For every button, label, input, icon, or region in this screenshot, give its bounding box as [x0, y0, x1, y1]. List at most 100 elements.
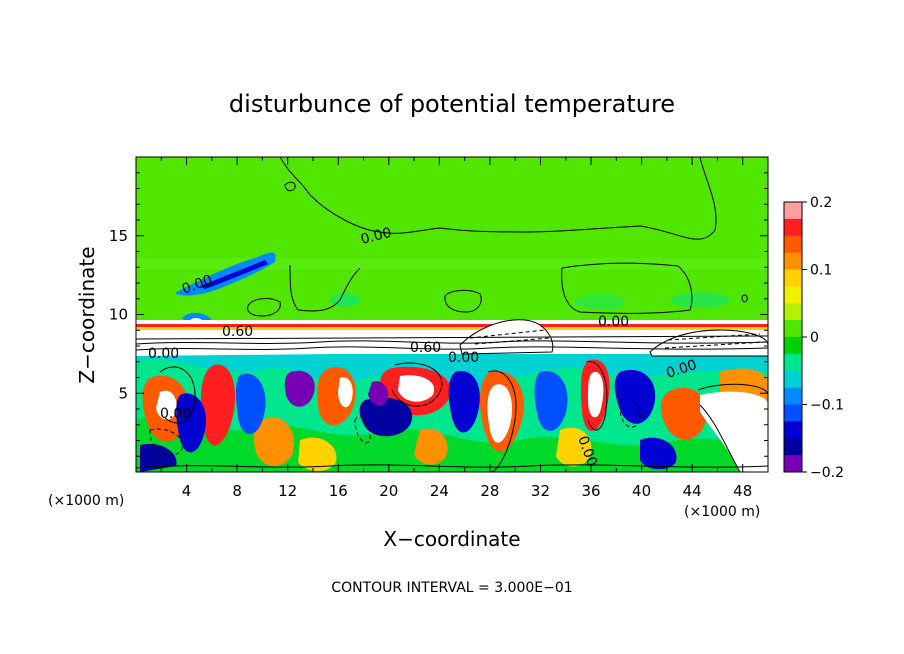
contour-line	[444, 289, 482, 313]
colorbar-tick-label: 0.1	[810, 263, 832, 279]
cold-plume	[284, 370, 315, 407]
contour-label: 0.00	[359, 225, 393, 248]
colorbar-swatch	[784, 218, 802, 237]
x-tick-label: 44	[683, 482, 702, 500]
cloud-top	[136, 335, 340, 356]
contour-line	[279, 157, 717, 240]
cold-plume	[368, 381, 389, 406]
contour-line	[561, 262, 693, 314]
y-tick-label: 5	[118, 384, 128, 402]
colorbar-swatch	[784, 455, 802, 473]
cyan-patch	[330, 293, 360, 307]
warm-core	[398, 375, 435, 402]
colorbar-swatch	[784, 303, 802, 321]
upper-band	[136, 258, 768, 270]
contour-line-dashed	[149, 428, 183, 456]
warm-core	[700, 391, 768, 472]
contour-line	[699, 404, 741, 472]
warm-core	[338, 377, 353, 408]
colorbar-swatch	[784, 438, 802, 456]
y-tick-label: 15	[109, 227, 128, 245]
cold-plume	[614, 369, 656, 424]
cyan-patch	[575, 294, 625, 310]
y-axis-label: Z−coordinate	[75, 246, 99, 383]
contour-line	[289, 264, 361, 312]
cold-plume	[176, 393, 206, 453]
contour-line	[487, 370, 517, 472]
x-tick-label: 8	[232, 482, 242, 500]
contour-line	[136, 335, 768, 340]
cold-plume	[640, 437, 677, 470]
x-tick-label: 28	[480, 482, 499, 500]
warm-plume	[200, 364, 236, 446]
contour-label: 0.60	[222, 324, 253, 340]
warm-plume	[254, 417, 294, 466]
warm-plume	[298, 437, 337, 471]
colorbar-tick-label: 0	[810, 330, 819, 346]
colorbar-swatch	[784, 387, 802, 405]
contour-line	[159, 366, 196, 424]
x-tick-label: 16	[329, 482, 348, 500]
contour-label: 0.00	[448, 350, 479, 366]
x-tick-label: 40	[632, 482, 651, 500]
x-tick-label: 4	[182, 482, 192, 500]
contour-interval-note: CONTOUR INTERVAL = 3.000E−01	[331, 580, 572, 596]
x-tick-label: 12	[278, 482, 297, 500]
cold-plume	[236, 373, 266, 435]
colorbar-tick-label: 0.2	[810, 195, 832, 211]
green-band	[136, 416, 768, 472]
x-tick-label: 20	[379, 482, 398, 500]
contour-line-dashed	[667, 333, 761, 341]
contour-line	[136, 340, 768, 345]
chart-title: disturbunce of potential temperature	[229, 90, 675, 118]
x-unit-left: (×1000 m)	[48, 493, 124, 509]
x-unit-right: (×1000 m)	[684, 504, 760, 520]
blue-streak-core	[200, 260, 268, 289]
contour-label: 0.00	[598, 314, 629, 330]
contour-label: 0.00	[148, 346, 179, 362]
colorbar-swatch	[784, 370, 802, 389]
colorbar-tick-label: −0.1	[810, 398, 844, 414]
colorbar-swatch	[784, 404, 802, 422]
x-tick-label: 24	[430, 482, 449, 500]
cyan-patch	[670, 292, 730, 308]
blue-streak	[175, 252, 276, 296]
inversion-yellow	[136, 327, 768, 330]
x-axis-label: X−coordinate	[383, 527, 520, 551]
colorbar-swatch	[784, 337, 802, 355]
colorbar-swatch	[784, 202, 802, 220]
contour-line	[697, 383, 768, 396]
contour-line-dashed	[469, 329, 546, 339]
colorbar-swatch	[784, 269, 802, 287]
inversion-white	[136, 320, 768, 324]
contour-line-dashed	[664, 341, 766, 349]
x-tick-label: 48	[733, 482, 752, 500]
contour-line	[391, 362, 443, 407]
contour-label: 0.00	[160, 406, 191, 422]
upper-layer-field	[136, 157, 768, 325]
cold-plume	[534, 371, 568, 431]
contour-line	[284, 181, 296, 192]
plot-area: 0.00 0.00 0.00 0.00 0.60 0.00 0.60 0.00 …	[109, 156, 769, 500]
cold-plume	[448, 371, 480, 433]
contour-line	[247, 298, 281, 317]
contour-line	[585, 361, 608, 431]
colorbar-swatch	[784, 235, 802, 254]
warm-plume	[660, 387, 708, 440]
colorbar: 0.2 0.1 0 −0.1 −0.2	[783, 195, 844, 481]
colorbar-tick-label: −0.2	[810, 465, 844, 481]
x-tick-label: 32	[531, 482, 550, 500]
warm-core	[588, 371, 604, 418]
y-tick-label: 10	[109, 306, 128, 324]
warm-plume	[414, 428, 448, 465]
colorbar-swatch	[784, 286, 802, 304]
contour-line-dashed	[474, 337, 551, 345]
colorbar-swatch	[784, 353, 802, 372]
x-tick-label: 36	[581, 482, 600, 500]
warm-plume	[556, 427, 592, 467]
cold-plume	[140, 443, 177, 472]
contour-line	[741, 294, 748, 303]
contour-lines	[136, 157, 768, 472]
